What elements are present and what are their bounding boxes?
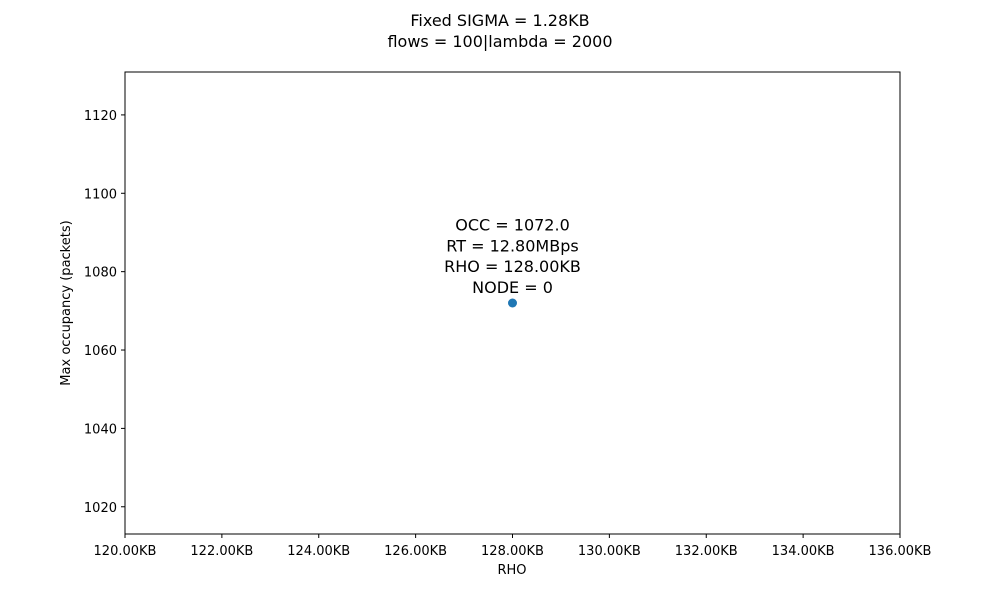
- data-point: [508, 298, 517, 308]
- x-tick-label: 132.00KB: [675, 544, 738, 559]
- y-tick-label: 1060: [84, 344, 117, 359]
- point-annotation-line: RT = 12.80MBps: [446, 236, 578, 255]
- chart-subtitle: flows = 100|lambda = 2000: [387, 32, 612, 51]
- y-tick-label: 1080: [84, 266, 117, 281]
- x-tick-label: 126.00KB: [384, 544, 447, 559]
- y-axis-label: Max occupancy (packets): [59, 220, 74, 385]
- x-tick-label: 136.00KB: [869, 544, 932, 559]
- point-annotation-line: RHO = 128.00KB: [444, 257, 581, 276]
- x-tick-label: 124.00KB: [287, 544, 350, 559]
- y-tick-label: 1040: [84, 422, 117, 437]
- y-tick-label: 1100: [84, 187, 117, 202]
- x-tick-label: 120.00KB: [94, 544, 157, 559]
- y-tick-label: 1120: [84, 109, 117, 124]
- x-tick-label: 130.00KB: [578, 544, 641, 559]
- point-annotation-line: OCC = 1072.0: [455, 216, 570, 235]
- chart-title: Fixed SIGMA = 1.28KB: [410, 11, 589, 30]
- y-tick-label: 1020: [84, 501, 117, 516]
- point-annotation-line: NODE = 0: [472, 278, 553, 297]
- axes-frame: [124, 71, 901, 535]
- x-tick-label: 134.00KB: [772, 544, 835, 559]
- plot-area: 120.00KB 122.00KB 124.00KB 126.00KB 128.00KB…: [84, 109, 932, 559]
- x-tick-label: 122.00KB: [190, 544, 253, 559]
- x-tick-label: 128.00KB: [481, 544, 544, 559]
- x-axis-label: RHO: [497, 563, 526, 578]
